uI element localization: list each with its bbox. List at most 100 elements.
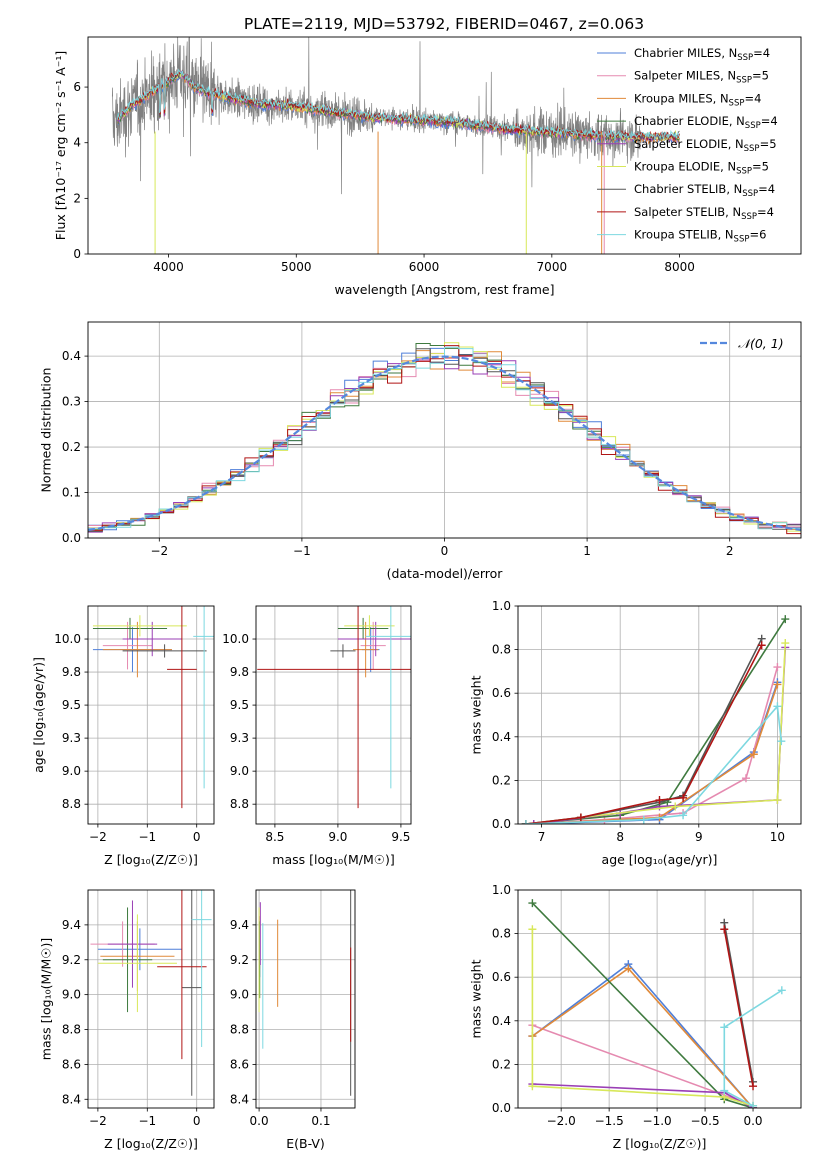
data-point	[773, 796, 782, 805]
errorbar-sm	[360, 621, 386, 670]
axes-frame	[255, 605, 412, 825]
y-tick-label: 9.5	[62, 698, 81, 712]
x-tick-label: −0.5	[690, 1114, 719, 1128]
y-tick-label: 8.8	[62, 1023, 81, 1037]
data-point	[777, 986, 786, 995]
histogram-se	[88, 355, 801, 533]
y-tick-label: 0.2	[492, 773, 511, 787]
x-axis-label: Z [log₁₀(Z/Z☉)]	[613, 1136, 707, 1151]
data-point	[624, 964, 633, 973]
axes-frame	[87, 605, 215, 825]
data-point	[720, 1086, 729, 1095]
x-tick-label: −1	[293, 544, 311, 558]
x-tick-label: 9.0	[328, 830, 347, 844]
legend-entry: 𝒩(0, 1)	[738, 336, 784, 351]
legend-entry: Kroupa STELIB, NSSP=6	[634, 228, 766, 245]
data-point	[639, 815, 648, 824]
y-tick-label: 8.4	[230, 1092, 249, 1106]
legend: Chabrier MILES, NSSP=4 Salpeter MILES, NS…	[597, 46, 778, 245]
panel-age_vs_mass: 8.5 9.0 9.5 8.8 9.0 9.3 9.5 9.8 10.0 mass [log₁₀(…	[222, 605, 412, 867]
data-point	[781, 615, 790, 624]
y-tick-label: 0.2	[62, 440, 81, 454]
plot-area	[257, 606, 411, 809]
y-tick-label: 4	[73, 136, 81, 150]
x-tick-label: 0.1	[311, 1114, 330, 1128]
x-axis-label: E(B-V)	[286, 1136, 325, 1151]
x-tick-label: 0	[193, 1114, 201, 1128]
series-line	[723, 929, 754, 1087]
model-spectrum-ks	[117, 68, 680, 141]
series-line	[723, 922, 754, 1082]
x-tick-label: 2	[726, 544, 734, 558]
x-tick-label: 9.5	[391, 830, 410, 844]
legend-entry: Chabrier ELODIE, NSSP=4	[634, 114, 778, 131]
x-tick-label: 0	[441, 544, 449, 558]
x-tick-label: −1.0	[643, 1114, 672, 1128]
figure-title: PLATE=2119, MJD=53792, FIBERID=0467, z=0…	[244, 15, 644, 33]
errorbar-ke	[97, 914, 177, 1013]
x-axis-label: age [log₁₀(age/yr)]	[602, 852, 718, 867]
panel-mass_vs_Z: −2 −1 0 8.4 8.6 8.8 9.0 9.2 9.4 Z [log₁₀(Z/Z☉)] ma…	[38, 889, 215, 1151]
errorbar-ce	[337, 617, 389, 640]
axes-frame	[255, 889, 356, 1109]
x-tick-label: 8000	[664, 260, 695, 274]
y-tick-label: 9.0	[230, 764, 249, 778]
plot-area	[111, 37, 680, 254]
y-tick-label: 0.6	[492, 970, 511, 984]
x-tick-label: 0.0	[250, 1114, 269, 1128]
legend-entry: Salpeter ELODIE, NSSP=5	[634, 137, 777, 154]
y-tick-label: 6	[73, 80, 81, 94]
panel-mass_vs_ebv: 0.0 0.1 8.4 8.6 8.8 9.0 9.2 9.4 E(B-V)	[230, 889, 356, 1151]
data-point	[781, 639, 790, 648]
x-tick-label: 0.0	[743, 1114, 762, 1128]
errorbar-ks	[191, 890, 212, 1047]
y-tick-label: 0	[73, 247, 81, 261]
data-point	[528, 925, 537, 934]
x-tick-label: 9	[695, 830, 703, 844]
data-point	[749, 1101, 758, 1108]
series-ks	[521, 702, 786, 824]
series-ks	[720, 986, 786, 1108]
errorbar-se	[107, 900, 158, 988]
x-axis-label: wavelength [Angstrom, rest frame]	[334, 282, 554, 297]
plot-area	[88, 342, 801, 535]
panel-residuals: −2 −1 0 1 2 0.0 0.1 0.2 0.3 0.4 (data-model)/error…	[38, 321, 802, 581]
legend-entry: Salpeter STELIB, NSSP=4	[634, 205, 774, 222]
errorbar-ke	[344, 615, 395, 637]
axes-frame	[87, 36, 802, 255]
plot-area	[258, 890, 352, 1096]
x-tick-label: −1	[138, 1114, 156, 1128]
plot-area	[92, 606, 214, 809]
y-tick-label: 1.0	[492, 883, 511, 897]
data-point	[529, 820, 538, 824]
data-point	[655, 796, 664, 805]
y-tick-label: 9.2	[230, 953, 249, 967]
y-tick-label: 0.4	[492, 730, 511, 744]
axes-frame	[87, 889, 215, 1109]
y-tick-label: 0.2	[492, 1057, 511, 1071]
errorbar-ss	[157, 890, 207, 1060]
y-tick-label: 9.0	[230, 988, 249, 1002]
y-tick-label: 9.3	[230, 731, 249, 745]
y-tick-label: 0.3	[62, 395, 81, 409]
x-axis-label: Z [log₁₀(Z/Z☉)]	[104, 852, 198, 867]
x-tick-label: 6000	[409, 260, 440, 274]
panel-weight_vs_Z: −2.0 −1.5 −1.0 −0.5 0.0 0.0 0.2 0.4 0.6 0.8 1.0 Z […	[468, 883, 802, 1151]
errorbar-se	[337, 621, 411, 657]
y-tick-label: 9.5	[230, 698, 249, 712]
histogram-ks	[88, 346, 801, 530]
plot-area	[521, 615, 790, 824]
y-tick-label: 8.6	[62, 1057, 81, 1071]
x-axis-label: (data-model)/error	[387, 566, 504, 581]
y-tick-label: 1.0	[492, 599, 511, 613]
panel-spectrum: 4000 5000 6000 7000 8000 0 2 4 6 wavelength [Angs…	[53, 36, 802, 297]
y-axis-label: Flux [fλ10⁻¹⁷ erg cm⁻² s⁻¹ A⁻¹]	[53, 51, 68, 240]
x-tick-label: 7000	[537, 260, 568, 274]
x-tick-label: −2.0	[547, 1114, 576, 1128]
data-point	[521, 820, 530, 824]
legend: 𝒩(0, 1)	[700, 336, 784, 351]
y-axis-label: age [log₁₀(age/yr)]	[31, 657, 46, 773]
y-axis-label: mass weight	[468, 675, 483, 754]
data-point	[671, 802, 680, 811]
